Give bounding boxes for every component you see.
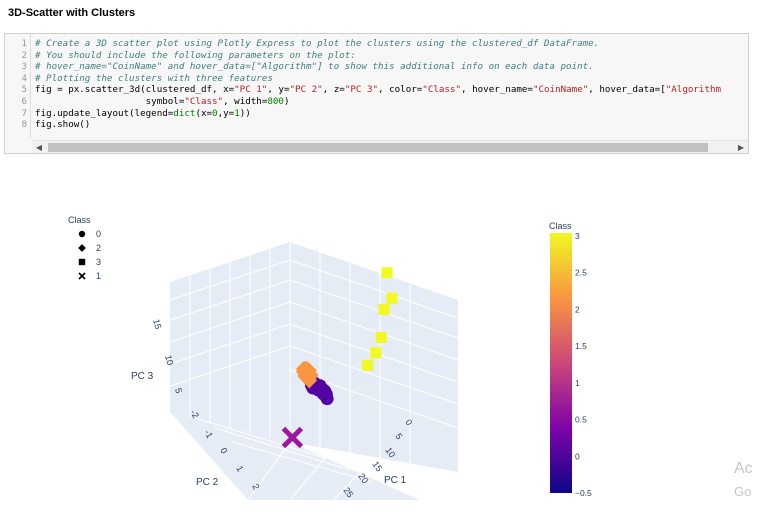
colorbar-tick-label: 1.5	[575, 341, 587, 351]
colorbar: Class 3 2.5 2 1.5 1 0.5 0 −0.5	[549, 221, 592, 498]
line-number: 6	[21, 96, 27, 107]
scroll-left-arrow-icon[interactable]: ◀	[35, 143, 43, 152]
x-tick-label: 20	[356, 471, 370, 485]
data-point-class-2[interactable]	[297, 368, 313, 384]
z-axis-label: PC 3	[131, 371, 154, 382]
y-tick-label: -2	[188, 408, 201, 420]
line-number: 1	[21, 38, 27, 49]
line-number: 7	[21, 107, 27, 119]
x-tick-label: 5	[393, 431, 404, 441]
y-tick-label: 0	[218, 446, 229, 455]
legend-title: Class	[68, 215, 91, 225]
code-text: # Plotting the clusters with three featu…	[35, 72, 273, 84]
code-text: fig = px.scatter_3d(clustered_df, x="PC …	[35, 84, 722, 96]
legend-item-class-1[interactable]: 1	[78, 271, 101, 281]
legend-square-icon	[78, 258, 86, 266]
plotly-3d-scatter[interactable]: 5 10 15 PC 3 -2 -1 0 1 2 PC 2 0 5 10 15 20 25 PC 1 …	[0, 160, 758, 512]
legend-circle-icon	[78, 230, 86, 238]
data-point-class-3[interactable]	[381, 267, 393, 279]
data-point-class-3[interactable]	[378, 304, 390, 316]
legend-item-class-3[interactable]: 3	[78, 257, 101, 267]
legend-x-icon	[78, 272, 86, 280]
data-point-class-3[interactable]	[370, 347, 382, 359]
data-point-class-3[interactable]	[362, 359, 374, 371]
x-tick-label: 0	[403, 417, 414, 427]
code-text: # hover_name="CoinName" and hover_data=[…	[35, 61, 594, 73]
data-point-class-0[interactable]	[311, 382, 325, 396]
code-text: fig.show()	[35, 119, 91, 131]
scene-grid	[169, 242, 459, 501]
legend-item-label: 1	[96, 271, 101, 281]
horizontal-scrollbar[interactable]: ◀ ▶	[32, 140, 748, 153]
legend-item-label: 2	[96, 243, 101, 253]
code-text: fig.update_layout(legend=dict(x=0,y=1))	[35, 107, 251, 119]
colorbar-title: Class	[549, 221, 572, 231]
y-tick-label: -1	[202, 428, 215, 440]
z-axis-ticks: 5 10 15	[151, 318, 184, 394]
data-point-class-3[interactable]	[375, 332, 387, 344]
code-cell[interactable]: 1 # Create a 3D scatter plot using Plotly…	[4, 33, 749, 154]
colorbar-tick-label: 0.5	[575, 415, 587, 425]
y-axis-label: PC 2	[196, 477, 219, 488]
colorbar-gradient	[550, 233, 572, 493]
x-tick-label: 10	[383, 445, 397, 459]
section-title: 3D-Scatter with Clusters	[8, 7, 136, 19]
data-point-class-1[interactable]	[281, 426, 304, 449]
code-text: symbol="Class", width=800)	[35, 96, 290, 107]
watermark: Go	[734, 484, 752, 499]
data-point-class-3[interactable]	[386, 292, 398, 304]
z-tick-label: 10	[163, 354, 175, 366]
line-number: 3	[21, 61, 27, 73]
legend-diamond-icon	[78, 244, 86, 252]
z-tick-label: 5	[173, 387, 184, 394]
colorbar-tick-label: −0.5	[575, 488, 592, 498]
line-number-gutter	[30, 34, 31, 138]
watermark: Ac	[734, 460, 753, 477]
code-editor[interactable]: 1 # Create a 3D scatter plot using Plotly…	[5, 34, 748, 138]
x-axis-label: PC 1	[384, 475, 407, 486]
y-tick-label: 1	[234, 464, 245, 473]
code-text: # Create a 3D scatter plot using Plotly …	[35, 38, 600, 49]
line-number: 8	[21, 119, 27, 131]
colorbar-tick-label: 1	[575, 378, 580, 388]
line-number: 2	[21, 49, 27, 61]
code-text: # You should include the following param…	[35, 49, 356, 61]
x-tick-label: 25	[341, 485, 355, 499]
legend-item-class-2[interactable]: 2	[78, 243, 101, 253]
colorbar-tick-label: 2.5	[575, 268, 587, 278]
scrollbar-thumb[interactable]	[48, 143, 708, 152]
legend-item-label: 0	[96, 229, 101, 239]
colorbar-tick-label: 0	[575, 451, 580, 461]
legend-item-label: 3	[96, 257, 101, 267]
legend-item-class-0[interactable]: 0	[78, 229, 101, 239]
legend[interactable]: Class 0 2 3 1	[68, 215, 101, 281]
colorbar-tick-label: 3	[575, 231, 580, 241]
y-tick-label: 2	[250, 482, 261, 491]
z-tick-label: 15	[151, 318, 163, 330]
colorbar-tick-label: 2	[575, 304, 580, 314]
scatter-points[interactable]	[281, 267, 398, 449]
scroll-right-arrow-icon[interactable]: ▶	[737, 143, 745, 152]
line-number: 4	[21, 72, 27, 84]
line-number: 5	[21, 84, 27, 96]
x-tick-label: 15	[370, 459, 384, 473]
data-point-class-0[interactable]	[320, 392, 334, 406]
